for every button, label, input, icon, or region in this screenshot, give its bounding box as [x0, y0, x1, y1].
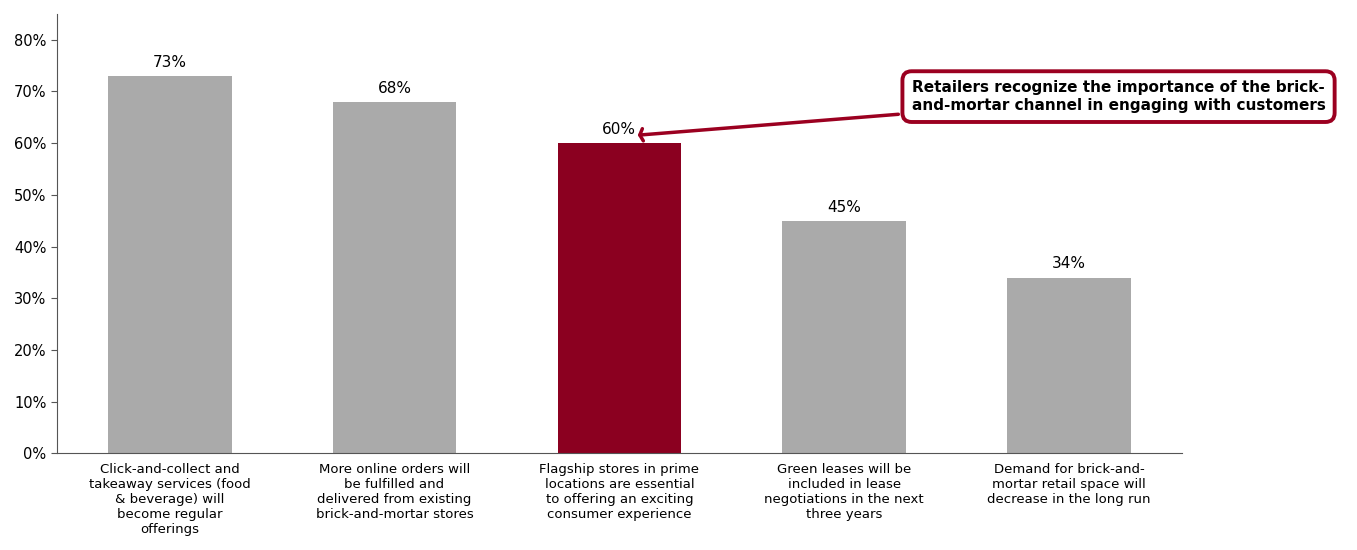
Text: 73%: 73% [153, 55, 187, 70]
Text: 68%: 68% [377, 81, 411, 96]
Text: 34%: 34% [1052, 256, 1086, 271]
Bar [1007, 278, 1130, 453]
Bar [332, 102, 456, 453]
Bar [783, 221, 906, 453]
Bar [109, 76, 232, 453]
Text: 45%: 45% [828, 200, 862, 215]
Text: 60%: 60% [603, 122, 636, 137]
Text: Retailers recognize the importance of the brick-
and-mortar channel in engaging : Retailers recognize the importance of th… [639, 80, 1326, 141]
Bar [558, 143, 681, 453]
